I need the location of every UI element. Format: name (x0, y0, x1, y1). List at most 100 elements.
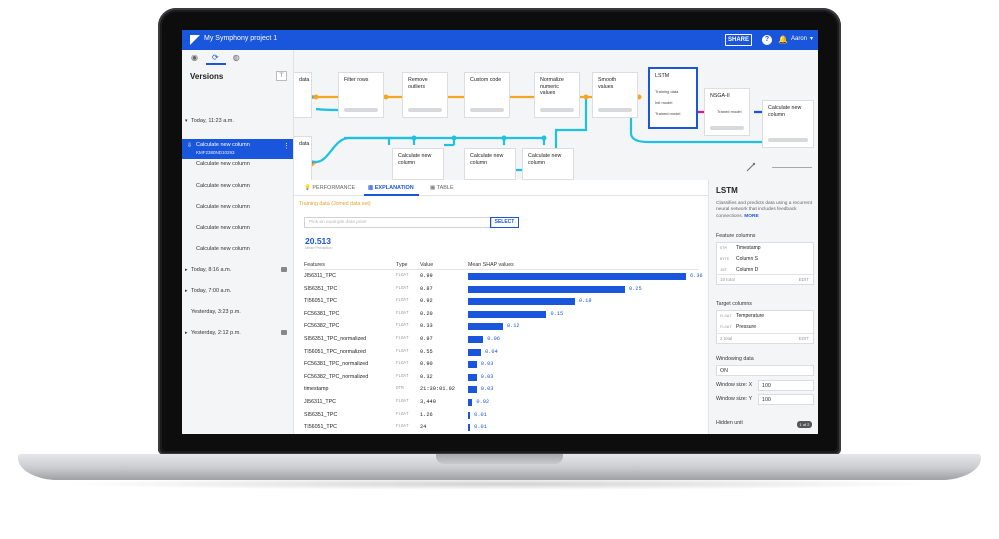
feature-type: FLOAT (396, 425, 409, 430)
pipeline-node-normalize[interactable]: Normalize numeric values (534, 72, 580, 118)
pipeline-node-remove-outliers[interactable]: Remove outliers (402, 72, 448, 118)
node-label: Remove outliers (408, 77, 428, 90)
node-ports (470, 108, 504, 112)
shap-bar (468, 285, 625, 293)
target-columns-list[interactable]: FLOAT Temperature FLOAT Pressure 2 total ED… (716, 310, 814, 344)
version-item[interactable]: Calculate new column (196, 161, 250, 167)
more-link[interactable]: MORE (744, 213, 759, 219)
shap-value: 0.18 (578, 298, 592, 305)
edit-button[interactable]: EDIT (798, 277, 809, 282)
node-ports (768, 138, 808, 142)
palette-icon[interactable]: ◉ (191, 52, 198, 62)
node-label: Filter rows (344, 77, 369, 83)
shap-value: 6.36 (690, 273, 703, 279)
tab-performance[interactable]: 💡 PERFORMANCE (304, 185, 356, 191)
pipeline-node-lstm[interactable]: LSTM Training data Init model Trained mo… (648, 67, 698, 129)
pipeline-node-calculate-new-column[interactable]: Calculate new column (522, 148, 574, 180)
pipeline-node-data[interactable]: data (294, 136, 312, 182)
app-logo-icon[interactable] (190, 35, 200, 45)
pipeline-node-calculate-new-column[interactable]: Calculate new column (464, 148, 516, 180)
version-item[interactable]: Calculate new column (196, 225, 250, 231)
feature-name: TI56051_TPC (304, 298, 337, 305)
training-data-link[interactable]: Training data (Joined data set) (299, 201, 371, 207)
window-y-label: Window size: Y (716, 396, 753, 402)
zoom-slider[interactable] (772, 167, 812, 168)
feature-name: FC56381_TPC (304, 310, 340, 317)
feature-name: SI56351_TPC (304, 411, 338, 418)
shap-value: 0.03 (480, 361, 494, 368)
windowing-select[interactable]: ON (716, 365, 814, 376)
tab-explanation[interactable]: ▥ EXPLANATION (368, 185, 414, 191)
feature-value: 0.92 (420, 298, 433, 305)
pipeline-node-filter-rows[interactable]: Filter rows (338, 72, 384, 118)
tab-indicator (364, 194, 419, 196)
selected-version[interactable]: ⇩ Calculate new column KMF2380ND10293 ⋮ (182, 139, 293, 159)
feature-name: FC56382_TPC (304, 323, 340, 330)
shap-bar (468, 298, 575, 306)
pipeline-node-nsga[interactable]: NSGA-II Traned model (704, 88, 750, 136)
data-point-input[interactable]: Pick an example data point (304, 217, 492, 228)
shap-bar (468, 310, 547, 318)
edit-button[interactable]: EDIT (798, 336, 809, 341)
pipeline-node-calculate-new-column[interactable]: Calculate new column (762, 100, 814, 148)
feature-columns-list[interactable]: DTM Timestamp BYTE Column S INT Column D 10… (716, 242, 814, 285)
more-options-icon[interactable]: ⋮ (283, 143, 290, 150)
shap-bar (468, 273, 686, 280)
version-group-label: Today, 7:00 a.m. (191, 288, 232, 294)
shap-value: 0.25 (628, 285, 642, 292)
filter-icon[interactable]: ⊤ (276, 71, 287, 81)
top-bar: My Symphony project 1 SHARE ? 🔔 Aaron ▾ (182, 30, 818, 50)
table-row: TI56051_TPC_normalized FLOAT 0.55 0.04 (294, 347, 708, 359)
mean-prediction-value: 20.513 (305, 236, 331, 246)
node-label: Calculate new column (470, 153, 504, 166)
shap-value: 0.04 (485, 348, 498, 355)
shap-bar (468, 323, 503, 331)
shap-bar (468, 361, 477, 369)
feature-name: SI56351_TPC_normalized (304, 336, 367, 342)
shap-value: 0.01 (474, 424, 487, 431)
version-group-label: Yesterday, 3:23 p.m. (191, 309, 241, 315)
description-text: Classifies and predicts data using a rec… (716, 201, 812, 219)
port-label: Trained model (655, 111, 681, 116)
user-menu[interactable]: Aaron (791, 36, 808, 42)
column-total: 10 total (720, 277, 735, 282)
column-row: BYTE Column S (720, 256, 758, 262)
table-row: FC56382_TPC FLOAT 0.33 0.12 (294, 321, 708, 333)
table-row: SI56351_TPC_normalized FLOAT 0.97 0.06 (294, 334, 708, 346)
select-button[interactable]: SELECT (490, 217, 519, 228)
comment-icon (281, 267, 287, 272)
version-item[interactable]: Calculate new column (196, 246, 250, 252)
pipeline-node-calculate-new-column[interactable]: Calculate new column (392, 148, 444, 180)
pager-badge[interactable]: 1 of 2 (797, 421, 812, 428)
chevron-down-icon[interactable]: ▾ (810, 36, 814, 42)
tab-label: PERFORMANCE (312, 185, 356, 191)
column-name: Temperature (736, 313, 765, 319)
table-row: JI56311_TPC FLOAT 3,440 0.02 (294, 397, 708, 409)
pipeline-node-data[interactable]: data (294, 72, 312, 118)
project-title[interactable]: My Symphony project 1 (204, 35, 278, 42)
feature-value: 0.99 (420, 273, 433, 279)
properties-panel: LSTM Classifies and predicts data using … (708, 180, 818, 434)
pipeline-canvas[interactable]: data data Filter rows Remove outliers Cu… (294, 50, 818, 182)
help-icon[interactable]: ? (762, 35, 772, 45)
feature-type: FLOAT (396, 299, 409, 304)
table-row: TI56051_TPC FLOAT 0.92 0.18 (294, 296, 708, 308)
pipeline-node-smooth-values[interactable]: Smooth values (592, 72, 638, 118)
window-x-input[interactable]: 100 (758, 380, 814, 391)
version-item[interactable]: Calculate new column (196, 204, 250, 210)
pin-icon: ⇩ (187, 143, 193, 149)
tab-table[interactable]: ▦ TABLE (430, 185, 454, 191)
globe-icon[interactable]: ◍ (232, 52, 240, 62)
share-button[interactable]: SHARE (725, 34, 752, 46)
window-y-input[interactable]: 100 (758, 394, 814, 405)
feature-type: FLOAT (396, 337, 409, 341)
pipeline-node-custom-code[interactable]: Custom code (464, 72, 510, 118)
version-group-label: Yesterday, 2:12 p.m. (191, 330, 241, 336)
column-row: FLOAT Temperature (720, 313, 764, 319)
bell-icon[interactable]: 🔔 (778, 35, 788, 44)
version-item[interactable]: Calculate new column (196, 183, 250, 189)
node-label: Calculate new column (768, 105, 802, 118)
magic-wand-icon[interactable] (746, 162, 756, 172)
feature-name: FC56382_TPC_normalized (304, 373, 369, 380)
history-icon[interactable]: ⟳ (211, 52, 219, 62)
